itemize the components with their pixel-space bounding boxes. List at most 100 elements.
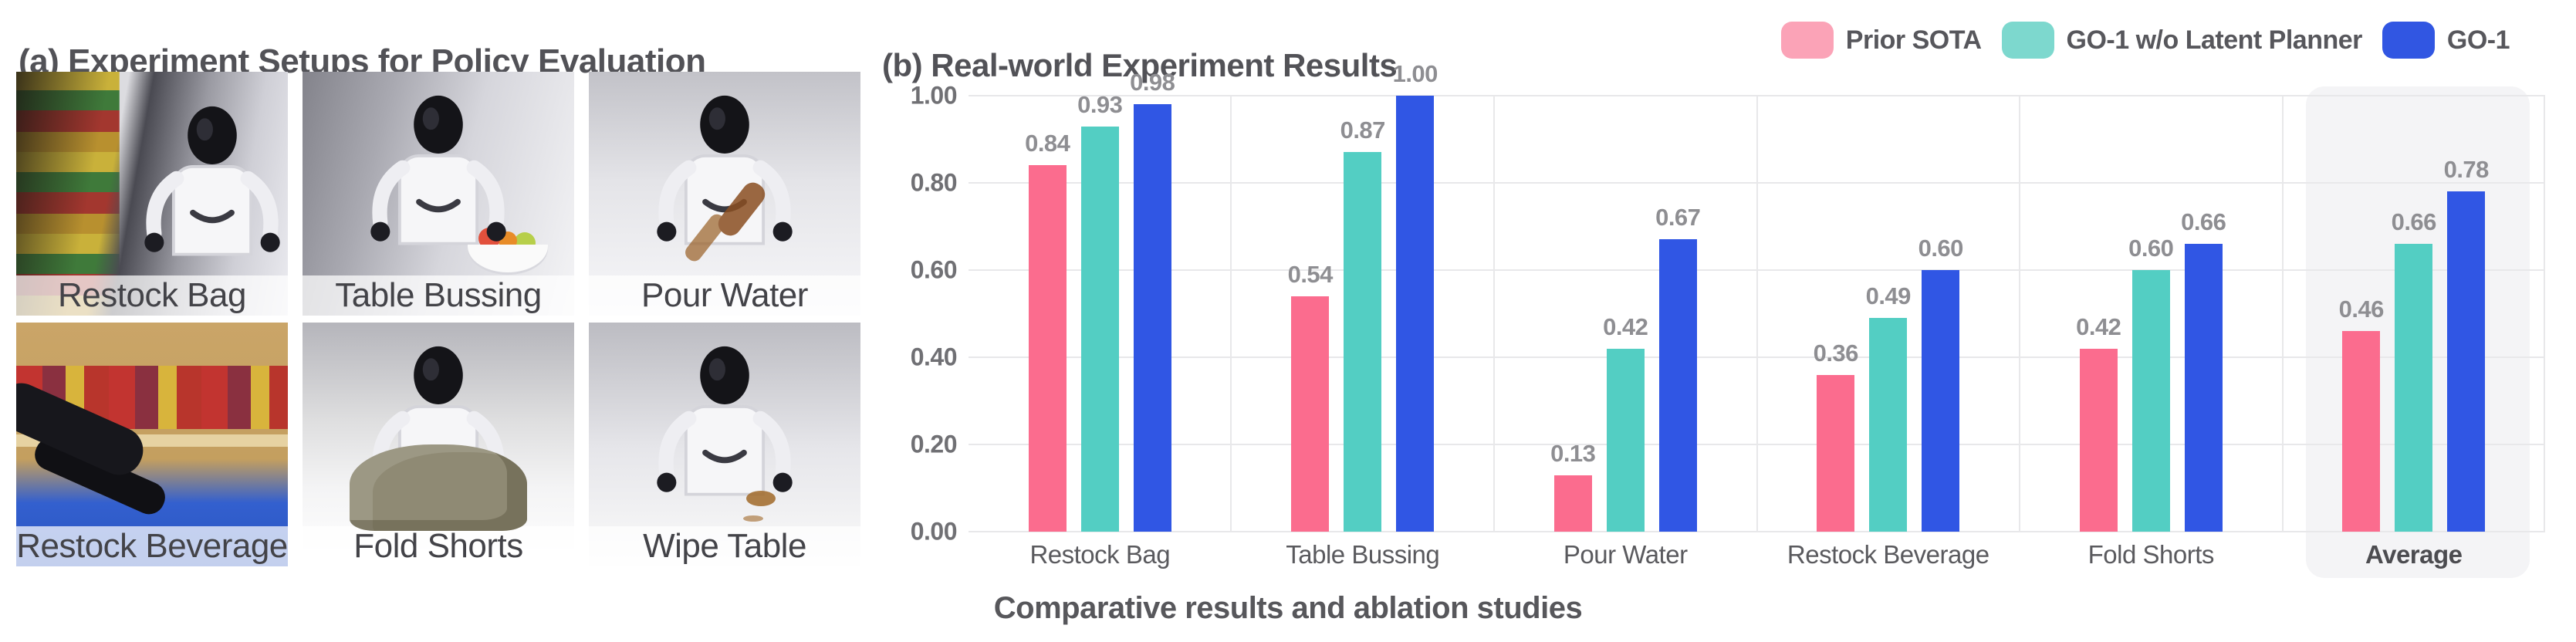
- task-photo-label: Wipe Table: [643, 527, 806, 565]
- category-label-average: Average: [2365, 540, 2463, 569]
- bar-go-1: 0.78: [2444, 156, 2489, 532]
- bar-prior-sota: 0.13: [1550, 440, 1596, 532]
- task-photo-fold-shorts: Fold Shorts: [303, 323, 574, 566]
- robot-icon: [643, 343, 806, 512]
- bar-group-fold-shorts: 0.42 0.60 0.66: [2020, 96, 2283, 532]
- bar-value-label: 1.00: [1392, 60, 1438, 87]
- gridline-v: [1756, 96, 1758, 532]
- robot-icon: [357, 343, 520, 512]
- task-photo-label-band: Restock Bag: [16, 275, 288, 316]
- bar-go-1: 0.98: [1130, 69, 1175, 532]
- y-tick-label: 0.60: [910, 255, 958, 284]
- y-axis: 0.00 0.20 0.40 0.60 0.80 1.00: [841, 82, 958, 546]
- bar-value-label: 0.46: [2338, 296, 2385, 323]
- bar-value-label: 0.98: [1130, 69, 1175, 96]
- category-label-fold-shorts: Fold Shorts: [2088, 540, 2215, 569]
- task-photo-label: Restock Bag: [58, 276, 246, 314]
- legend-label: GO-1: [2446, 25, 2510, 55]
- task-photo-table-bussing: Table Bussing: [303, 72, 574, 316]
- bar-go-1-w-o-latent-planner: 0.60: [2128, 235, 2174, 532]
- legend-label: GO-1 w/o Latent Planner: [2066, 25, 2363, 55]
- bar-go-1-w-o-latent-planner: 0.87: [1340, 117, 1385, 532]
- task-photo-label: Restock Beverage: [16, 527, 288, 565]
- chart-caption: Comparative results and ablation studies: [993, 591, 1583, 625]
- y-tick-label: 0.80: [910, 168, 958, 197]
- category-label-restock-bag: Restock Bag: [1029, 540, 1171, 569]
- bar-value-label: 0.36: [1813, 339, 1859, 367]
- y-tick-label: 0.00: [910, 517, 958, 546]
- category-label-table-bussing: Table Bussing: [1286, 540, 1440, 569]
- legend-swatch: [2001, 22, 2054, 59]
- gridline-v: [1493, 96, 1495, 532]
- robot-icon: [643, 92, 806, 261]
- task-photo-label: Pour Water: [641, 276, 808, 314]
- gridline-v: [2281, 96, 2284, 532]
- bar-prior-sota: 0.36: [1814, 340, 1858, 532]
- task-photo-wipe-table: Wipe Table: [589, 323, 860, 566]
- bar-group-pour-water: 0.13 0.42 0.67: [1494, 96, 1757, 532]
- bar-go-1-w-o-latent-planner: 0.93: [1077, 91, 1123, 532]
- bar-value-label: 0.78: [2443, 156, 2490, 184]
- y-tick-label: 0.40: [910, 343, 958, 371]
- bar-go-1: 1.00: [1393, 60, 1438, 532]
- legend-item-3: GO-1: [2382, 22, 2510, 59]
- bar-group-average: 0.46 0.66 0.78: [2283, 96, 2546, 532]
- gridline-v: [1230, 96, 1232, 532]
- category-axis: Restock Bag Table Bussing Pour Water Restoc…: [969, 532, 2545, 578]
- bar-value-label: 0.54: [1287, 260, 1334, 288]
- bar-value-label: 0.84: [1025, 130, 1070, 157]
- task-photo-label-band: Pour Water: [589, 275, 860, 316]
- bar-groups: 0.84 0.93 0.98 0.54 0.87 1.00 0.13 0.42 0.67 0.36…: [969, 60, 2546, 532]
- task-photo-label-band: Fold Shorts: [303, 526, 574, 566]
- robot-icon: [357, 92, 520, 261]
- bar-chart: 0.84 0.93 0.98 0.54 0.87 1.00 0.13 0.42 0.67 0.36…: [969, 60, 2546, 578]
- bar-value-label: 0.87: [1340, 117, 1386, 144]
- robot-icon: [130, 103, 288, 272]
- category-label-restock-beverage: Restock Beverage: [1787, 540, 1989, 569]
- task-photo-label-band: Restock Beverage: [16, 526, 288, 566]
- legend-item-1: Prior SOTA: [1780, 22, 1982, 59]
- bar-go-1: 0.67: [1655, 204, 1701, 532]
- photo-grid: Restock Bag Table Bussing Pour Water Restoc…: [16, 72, 860, 566]
- gridline-v: [2544, 96, 2545, 532]
- bar-go-1-w-o-latent-planner: 0.66: [2392, 208, 2436, 532]
- task-photo-restock-bag: Restock Bag: [16, 72, 288, 316]
- bar-prior-sota: 0.54: [1288, 261, 1333, 532]
- task-photo-label: Fold Shorts: [353, 527, 523, 565]
- task-photo-pour-water: Pour Water: [589, 72, 860, 316]
- task-photo-label-band: Wipe Table: [589, 526, 860, 566]
- bar-value-label: 0.60: [2128, 235, 2174, 262]
- bar-group-restock-beverage: 0.36 0.49 0.60: [1757, 96, 2020, 532]
- bar-prior-sota: 0.42: [2076, 313, 2121, 532]
- bar-value-label: 0.67: [1655, 204, 1701, 231]
- bar-value-label: 0.49: [1865, 282, 1912, 310]
- legend-swatch: [2382, 22, 2435, 59]
- category-label-pour-water: Pour Water: [1563, 540, 1688, 569]
- bar-go-1: 0.60: [1918, 235, 1963, 532]
- bar-go-1: 0.66: [2181, 208, 2226, 532]
- chart-legend: Prior SOTA GO-1 w/o Latent Planner GO-1: [1780, 22, 2510, 59]
- gridline-h: [969, 531, 2545, 532]
- results-title: (b) Real-world Experiment Results: [882, 46, 1398, 83]
- bar-value-label: 0.13: [1550, 439, 1596, 467]
- legend-swatch: [1780, 22, 1834, 59]
- bar-value-label: 0.42: [2076, 313, 2121, 340]
- y-tick-label: 0.20: [910, 430, 958, 458]
- bar-value-label: 0.93: [1077, 90, 1123, 118]
- bar-value-label: 0.66: [2391, 208, 2437, 236]
- bar-value-label: 0.42: [1603, 313, 1648, 340]
- bar-value-label: 0.66: [2181, 208, 2226, 236]
- task-photo-restock-beverage: Restock Beverage: [16, 323, 288, 566]
- bar-prior-sota: 0.84: [1025, 130, 1070, 532]
- legend-label: Prior SOTA: [1845, 25, 1982, 55]
- bar-go-1-w-o-latent-planner: 0.49: [1866, 282, 1911, 532]
- gridline-v: [2018, 96, 2020, 532]
- task-photo-label-band: Table Bussing: [303, 275, 574, 316]
- legend-item-2: GO-1 w/o Latent Planner: [2001, 22, 2363, 59]
- y-tick-label: 1.00: [910, 81, 958, 110]
- bar-prior-sota: 0.46: [2339, 296, 2384, 532]
- bar-go-1-w-o-latent-planner: 0.42: [1603, 313, 1648, 532]
- task-photo-label: Table Bussing: [335, 276, 542, 314]
- bar-group-table-bussing: 0.54 0.87 1.00: [1232, 60, 1495, 532]
